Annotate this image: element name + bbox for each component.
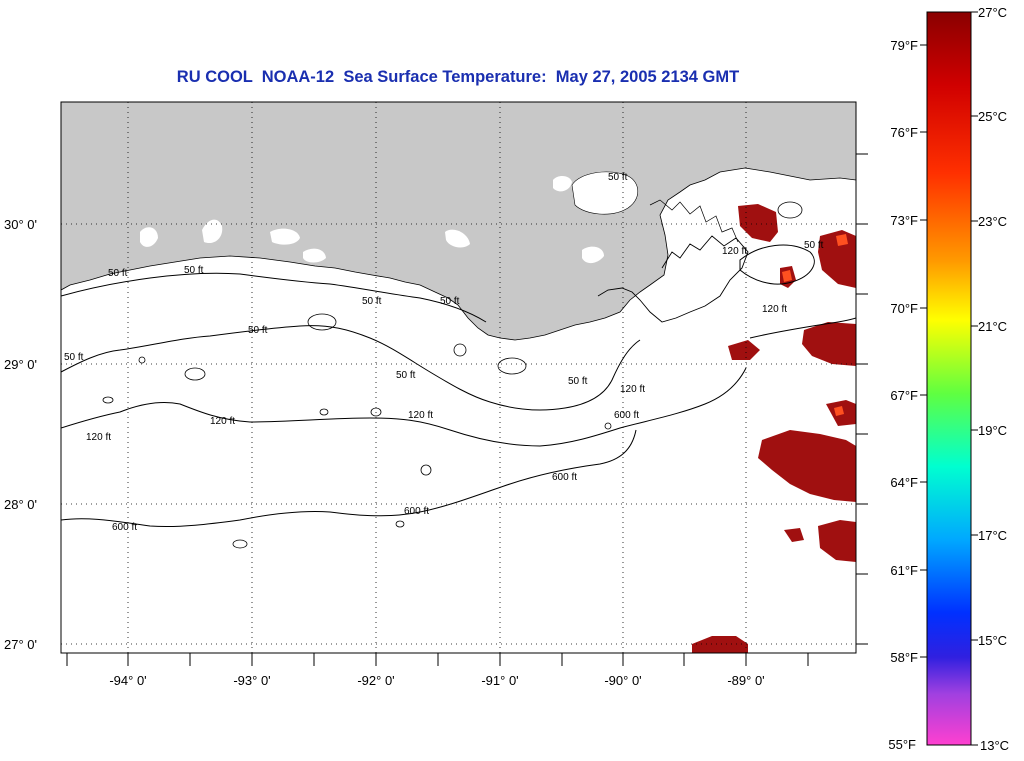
f-label: 79°F (890, 38, 918, 53)
c-label: 19°C (978, 423, 1007, 438)
contour-label: 120 ft (620, 384, 645, 395)
lake (140, 227, 158, 247)
colorbar (926, 11, 972, 746)
contour-label: 50 ft (362, 296, 382, 307)
map-frame (60, 101, 857, 654)
longitude-labels: -94° 0' -93° 0' -92° 0' -91° 0' -90° 0' … (109, 673, 764, 688)
f-label: 76°F (890, 125, 918, 140)
map-title: RU COOL NOAA-12 Sea Surface Temperature:… (176, 68, 740, 86)
contour-label: 50 ft (440, 296, 460, 307)
lon-label: -90° 0' (604, 673, 641, 688)
c-label: 13°C (980, 738, 1009, 753)
lake (202, 219, 223, 244)
land-mass (61, 102, 856, 341)
contour-label: 120 ft (762, 304, 787, 315)
f-label: 55°F (888, 737, 916, 752)
contour-label: 50 ft (804, 240, 824, 251)
c-label: 17°C (978, 528, 1007, 543)
f-label: 61°F (890, 563, 918, 578)
delta-coast (597, 235, 749, 323)
contour-label: 120 ft (86, 432, 111, 443)
contour-label: 600 ft (112, 522, 137, 533)
axis-ticks (66, 153, 868, 666)
lake (571, 171, 639, 215)
lake (270, 228, 300, 245)
lat-label: 30° 0' (4, 217, 37, 232)
lake (582, 246, 604, 264)
contour-label: 50 ft (568, 376, 588, 387)
fahrenheit-labels: 79°F 76°F 73°F 70°F 67°F 64°F 61°F 58°F … (888, 38, 918, 752)
lon-label: -89° 0' (727, 673, 764, 688)
contour-label: 50 ft (248, 325, 268, 336)
contour-label: 50 ft (608, 172, 628, 183)
f-label: 67°F (890, 388, 918, 403)
c-label: 23°C (978, 214, 1007, 229)
contour-label: 50 ft (108, 268, 128, 279)
contour-label: 50 ft (396, 370, 416, 381)
lake (445, 229, 470, 248)
colorbar-ticks (920, 11, 978, 746)
lon-label: -92° 0' (357, 673, 394, 688)
lon-label: -94° 0' (109, 673, 146, 688)
contour-label: 120 ft (408, 410, 433, 421)
contour-label: 600 ft (552, 472, 577, 483)
c-label: 27°C (978, 5, 1007, 20)
f-label: 70°F (890, 301, 918, 316)
warm-sst-patches (692, 204, 856, 653)
sst-highlights (782, 234, 848, 416)
latitude-labels: 30° 0' 29° 0' 28° 0' 27° 0' (4, 217, 37, 652)
lat-label: 28° 0' (4, 497, 37, 512)
lake (303, 248, 326, 263)
contour-label: 50 ft (184, 265, 204, 276)
lon-label: -93° 0' (233, 673, 270, 688)
c-label: 21°C (978, 319, 1007, 334)
lon-label: -91° 0' (481, 673, 518, 688)
f-label: 64°F (890, 475, 918, 490)
contour-labels: 50 ft 50 ft 50 ft 50 ft 50 ft 50 ft 50 f… (64, 172, 824, 533)
delta-coast (649, 199, 739, 243)
contour-label: 50 ft (64, 352, 84, 363)
f-label: 58°F (890, 650, 918, 665)
contour-label: 120 ft (722, 246, 747, 257)
f-label: 73°F (890, 213, 918, 228)
contour-label: 600 ft (614, 410, 639, 421)
lake (553, 176, 572, 192)
contour-label: 120 ft (210, 416, 235, 427)
celsius-labels: 27°C 25°C 23°C 21°C 19°C 17°C 15°C 13°C (978, 5, 1009, 753)
c-label: 25°C (978, 109, 1007, 124)
small-contour-rings (102, 201, 803, 549)
c-label: 15°C (978, 633, 1007, 648)
contour-label: 600 ft (404, 506, 429, 517)
graticule (61, 102, 856, 653)
bathymetry-contours (61, 244, 856, 528)
lat-label: 29° 0' (4, 357, 37, 372)
lat-label: 27° 0' (4, 637, 37, 652)
